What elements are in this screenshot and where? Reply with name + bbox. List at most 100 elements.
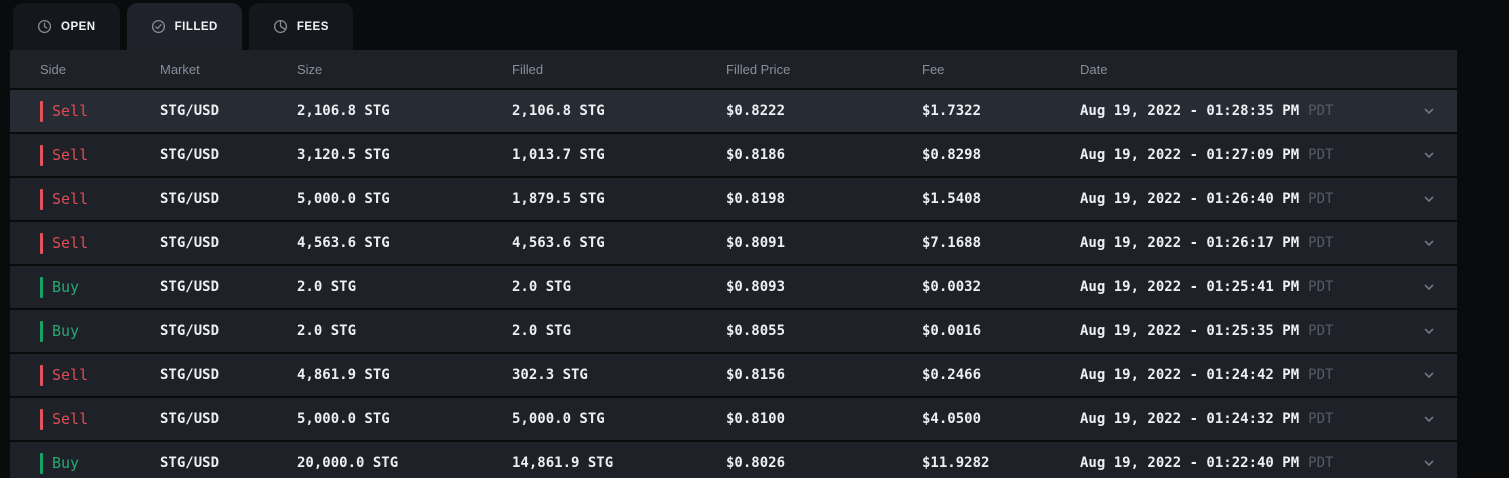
chevron-down-icon: [1424, 460, 1434, 466]
chevron-down-icon: [1424, 416, 1434, 422]
size-cell: 5,000.0 STG: [297, 191, 390, 207]
date-cell: Aug 19, 2022 - 01:25:41 PM PDT: [1080, 279, 1401, 295]
filled-price-cell: $0.8222: [726, 103, 786, 119]
table-header: Side Market Size Filled Filled Price Fee…: [10, 50, 1457, 88]
table-row[interactable]: Sell STG/USD 5,000.0 STG 1,879.5 STG $0.8198…: [10, 178, 1457, 220]
table-row[interactable]: Sell STG/USD 4,563.6 STG 4,563.6 STG $0.8091…: [10, 222, 1457, 264]
market-cell: STG/USD: [160, 191, 220, 207]
fee-cell: $1.7322: [922, 103, 982, 119]
market-cell: STG/USD: [160, 279, 220, 295]
filled-cell: 14,861.9 STG: [512, 455, 614, 471]
table-row[interactable]: Buy STG/USD 2.0 STG 2.0 STG $0.8055 $0.0016 Au…: [10, 310, 1457, 352]
column-header-market: Market: [160, 61, 200, 77]
date-text: Aug 19, 2022 - 01:22:40 PM: [1080, 455, 1300, 471]
expand-row-button[interactable]: [1401, 398, 1457, 440]
side-cell: Sell: [40, 364, 160, 386]
tab-open-label: OPEN: [61, 20, 96, 33]
tab-fees[interactable]: FEES: [248, 3, 353, 50]
filled-cell: 2.0 STG: [512, 279, 572, 295]
size-cell: 2.0 STG: [297, 323, 357, 339]
date-cell: Aug 19, 2022 - 01:27:09 PM PDT: [1080, 147, 1401, 163]
filled-cell: 2,106.8 STG: [512, 103, 605, 119]
table-body: Sell STG/USD 2,106.8 STG 2,106.8 STG $0.8222…: [10, 90, 1457, 478]
side-cell: Sell: [40, 144, 160, 166]
filled-cell: 1,013.7 STG: [512, 147, 605, 163]
date-cell: Aug 19, 2022 - 01:26:17 PM PDT: [1080, 235, 1401, 251]
date-text: Aug 19, 2022 - 01:25:35 PM: [1080, 323, 1300, 339]
side-indicator-bar: [40, 232, 43, 254]
side-indicator-bar: [40, 188, 43, 210]
side-cell: Sell: [40, 100, 160, 122]
date-cell: Aug 19, 2022 - 01:26:40 PM PDT: [1080, 191, 1401, 207]
filled-price-cell: $0.8055: [726, 323, 786, 339]
date-text: Aug 19, 2022 - 01:24:32 PM: [1080, 411, 1300, 427]
side-indicator-bar: [40, 364, 43, 386]
market-cell: STG/USD: [160, 235, 220, 251]
fee-cell: $0.8298: [922, 147, 982, 163]
fee-cell: $0.2466: [922, 367, 982, 383]
filled-price-cell: $0.8186: [726, 147, 786, 163]
side-indicator-bar: [40, 408, 43, 430]
column-header-filled: Filled: [512, 61, 544, 77]
size-cell: 20,000.0 STG: [297, 455, 399, 471]
fee-cell: $0.0032: [922, 279, 982, 295]
size-cell: 4,861.9 STG: [297, 367, 390, 383]
side-cell: Buy: [40, 320, 160, 342]
expand-row-button[interactable]: [1401, 310, 1457, 352]
tab-fees-label: FEES: [296, 20, 329, 33]
date-text: Aug 19, 2022 - 01:27:09 PM: [1080, 147, 1300, 163]
fee-cell: $11.9282: [922, 455, 990, 471]
date-text: Aug 19, 2022 - 01:26:40 PM: [1080, 191, 1300, 207]
date-text: Aug 19, 2022 - 01:28:35 PM: [1080, 103, 1300, 119]
column-header-date: Date: [1080, 61, 1108, 77]
expand-row-button[interactable]: [1401, 90, 1457, 132]
tab-open[interactable]: OPEN: [13, 3, 120, 50]
table-row[interactable]: Sell STG/USD 4,861.9 STG 302.3 STG $0.8156 $0…: [10, 354, 1457, 396]
expand-row-button[interactable]: [1401, 442, 1457, 478]
filled-price-cell: $0.8156: [726, 367, 786, 383]
market-cell: STG/USD: [160, 147, 220, 163]
filled-price-cell: $0.8093: [726, 279, 786, 295]
table-row[interactable]: Sell STG/USD 2,106.8 STG 2,106.8 STG $0.8222…: [10, 90, 1457, 132]
side-label: Sell: [52, 102, 89, 120]
filled-price-cell: $0.8026: [726, 455, 786, 471]
column-header-filled-price: Filled Price: [726, 61, 791, 77]
expand-row-button[interactable]: [1401, 354, 1457, 396]
side-indicator-bar: [40, 100, 43, 122]
table-row[interactable]: Buy STG/USD 20,000.0 STG 14,861.9 STG $0.802…: [10, 442, 1457, 478]
fee-cell: $4.0500: [922, 411, 982, 427]
side-label: Sell: [52, 146, 89, 164]
filled-cell: 4,563.6 STG: [512, 235, 605, 251]
side-cell: Buy: [40, 276, 160, 298]
expand-row-button[interactable]: [1401, 222, 1457, 264]
side-indicator-bar: [40, 276, 43, 298]
expand-row-button[interactable]: [1401, 266, 1457, 308]
timezone-label: PDT: [1308, 147, 1334, 163]
tab-filled[interactable]: FILLED: [126, 3, 242, 50]
table-row[interactable]: Sell STG/USD 3,120.5 STG 1,013.7 STG $0.8186…: [10, 134, 1457, 176]
timezone-label: PDT: [1308, 367, 1334, 383]
timezone-label: PDT: [1308, 455, 1334, 471]
expand-row-button[interactable]: [1401, 178, 1457, 220]
fee-cell: $7.1688: [922, 235, 982, 251]
side-cell: Sell: [40, 232, 160, 254]
chevron-down-icon: [1424, 240, 1434, 246]
date-cell: Aug 19, 2022 - 01:22:40 PM PDT: [1080, 455, 1401, 471]
side-label: Sell: [52, 410, 89, 428]
date-text: Aug 19, 2022 - 01:26:17 PM: [1080, 235, 1300, 251]
side-label: Buy: [52, 278, 80, 296]
filled-price-cell: $0.8091: [726, 235, 786, 251]
expand-row-button[interactable]: [1401, 134, 1457, 176]
date-text: Aug 19, 2022 - 01:25:41 PM: [1080, 279, 1300, 295]
side-label: Buy: [52, 322, 80, 340]
timezone-label: PDT: [1308, 279, 1334, 295]
side-cell: Sell: [40, 408, 160, 430]
column-header-size: Size: [297, 61, 323, 77]
table-row[interactable]: Buy STG/USD 2.0 STG 2.0 STG $0.8093 $0.0032 Au…: [10, 266, 1457, 308]
size-cell: 5,000.0 STG: [297, 411, 390, 427]
size-cell: 3,120.5 STG: [297, 147, 390, 163]
side-label: Sell: [52, 190, 89, 208]
table-row[interactable]: Sell STG/USD 5,000.0 STG 5,000.0 STG $0.8100…: [10, 398, 1457, 440]
timezone-label: PDT: [1308, 411, 1334, 427]
